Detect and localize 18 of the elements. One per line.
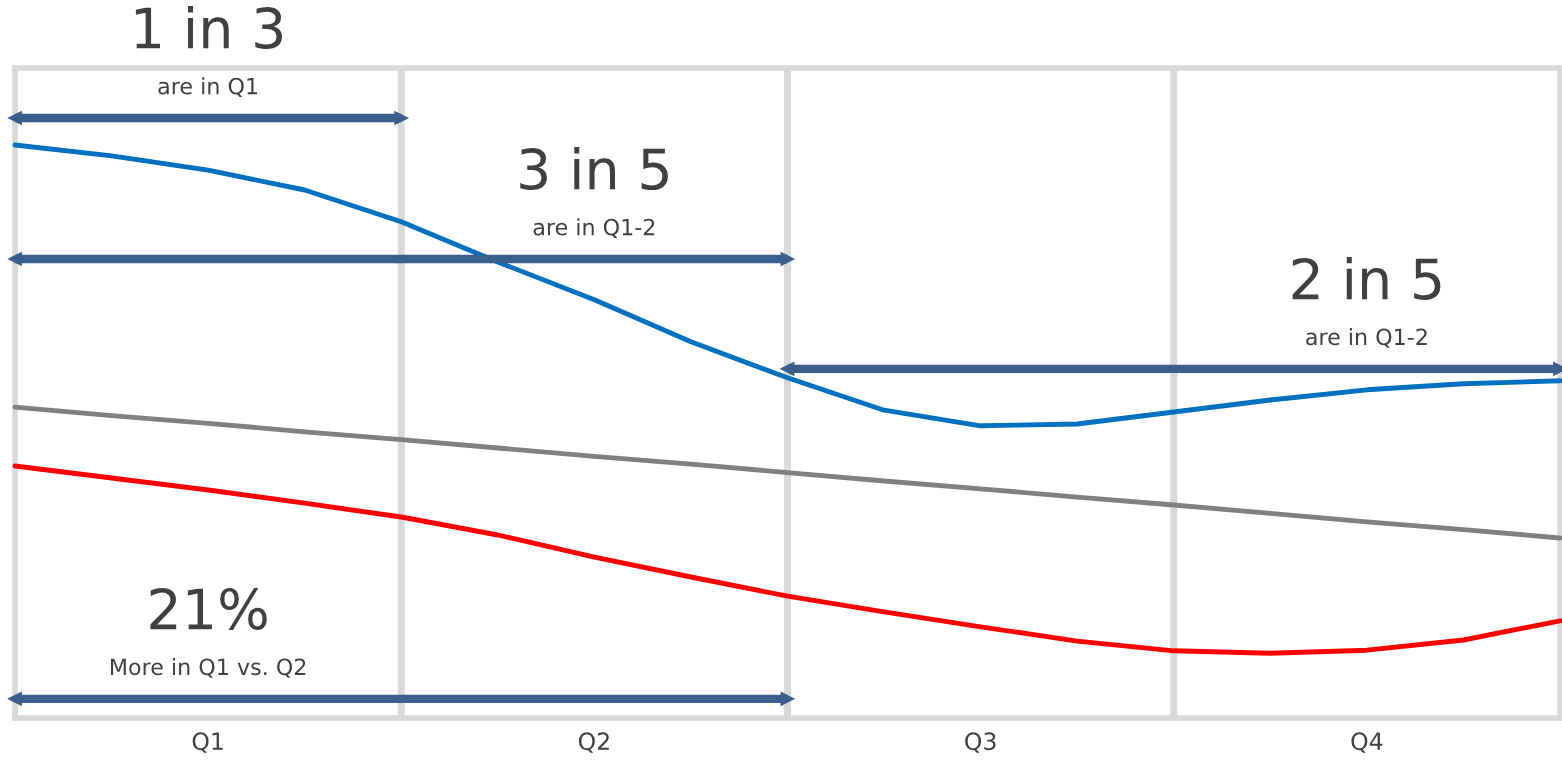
text: are in Q1 bbox=[158, 77, 258, 97]
annotation: More in Q1 vs. Q2 bbox=[110, 658, 306, 678]
annotation: are in Q1-2 bbox=[1306, 328, 1427, 348]
point bbox=[780, 691, 795, 706]
annotation: 21% bbox=[150, 587, 267, 630]
annotation: 2 in 5 bbox=[1292, 256, 1441, 300]
x-tick-label: Q2 bbox=[578, 732, 609, 753]
annotation: are in Q1-2 bbox=[533, 218, 655, 238]
x-tick-label: Q3 bbox=[965, 732, 996, 753]
point bbox=[8, 111, 22, 125]
annotation: 3 in 5 bbox=[520, 147, 668, 191]
text: 1 in 3 bbox=[135, 6, 283, 50]
point bbox=[394, 111, 409, 125]
point bbox=[8, 252, 22, 266]
x-tick-label: Q4 bbox=[1351, 732, 1383, 753]
x-tick-label: Q1 bbox=[192, 732, 223, 753]
point bbox=[780, 252, 795, 266]
point bbox=[8, 691, 22, 706]
